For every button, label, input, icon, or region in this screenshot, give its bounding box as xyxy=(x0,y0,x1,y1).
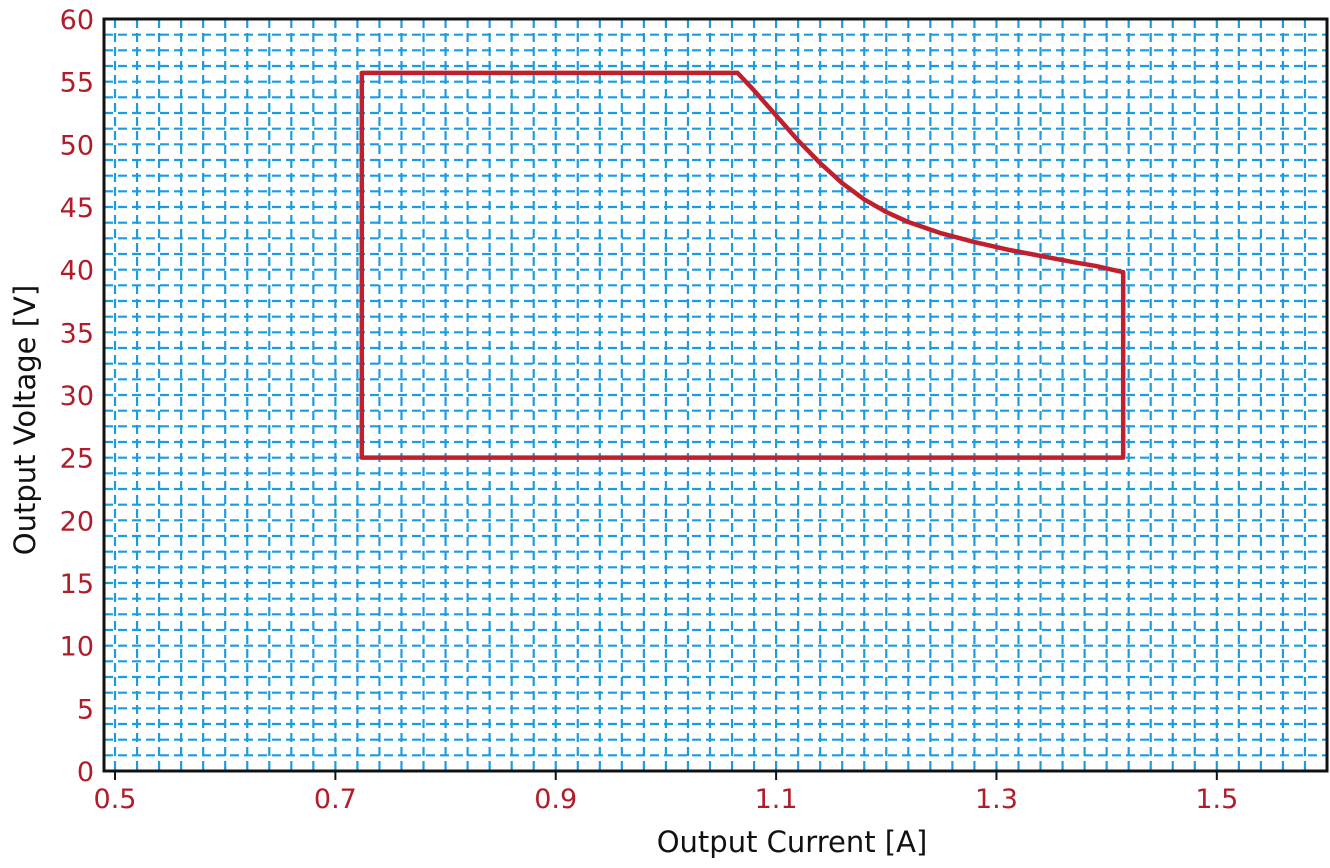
y-tick-label: 10 xyxy=(60,632,94,663)
y-tick-label: 45 xyxy=(60,193,94,224)
y-tick-label: 35 xyxy=(60,318,94,349)
x-tick-label: 0.5 xyxy=(94,784,137,815)
y-tick-label: 20 xyxy=(60,506,94,537)
y-tick-label: 30 xyxy=(60,381,94,412)
y-axis-title: Output Voltage [V] xyxy=(8,285,42,555)
x-tick-label: 0.7 xyxy=(314,784,357,815)
x-tick-label: 1.3 xyxy=(975,784,1018,815)
series-group xyxy=(359,70,1126,460)
y-tick-labels: 0 5 10 15 20 25 30 35 40 45 50 55 60 xyxy=(60,5,94,788)
x-tick-label: 1.5 xyxy=(1195,784,1238,815)
x-axis-title: Output Current [A] xyxy=(657,825,928,859)
y-tick-label: 55 xyxy=(60,68,94,99)
y-tick-label: 50 xyxy=(60,130,94,161)
x-tick-label: 1.1 xyxy=(755,784,798,815)
y-tick-label: 60 xyxy=(60,5,94,36)
x-tick-label: 0.9 xyxy=(534,784,577,815)
series-line-0 xyxy=(359,70,1126,460)
y-tick-label: 0 xyxy=(77,757,94,788)
y-tick-label: 15 xyxy=(60,569,94,600)
y-tick-label: 5 xyxy=(77,694,94,725)
y-tick-label: 40 xyxy=(60,256,94,287)
plot-frame xyxy=(102,17,1329,773)
grid-lines xyxy=(104,19,1327,771)
y-tick-label: 25 xyxy=(60,444,94,475)
x-tick-labels: 0.5 0.7 0.9 1.1 1.3 1.5 xyxy=(94,771,1238,815)
